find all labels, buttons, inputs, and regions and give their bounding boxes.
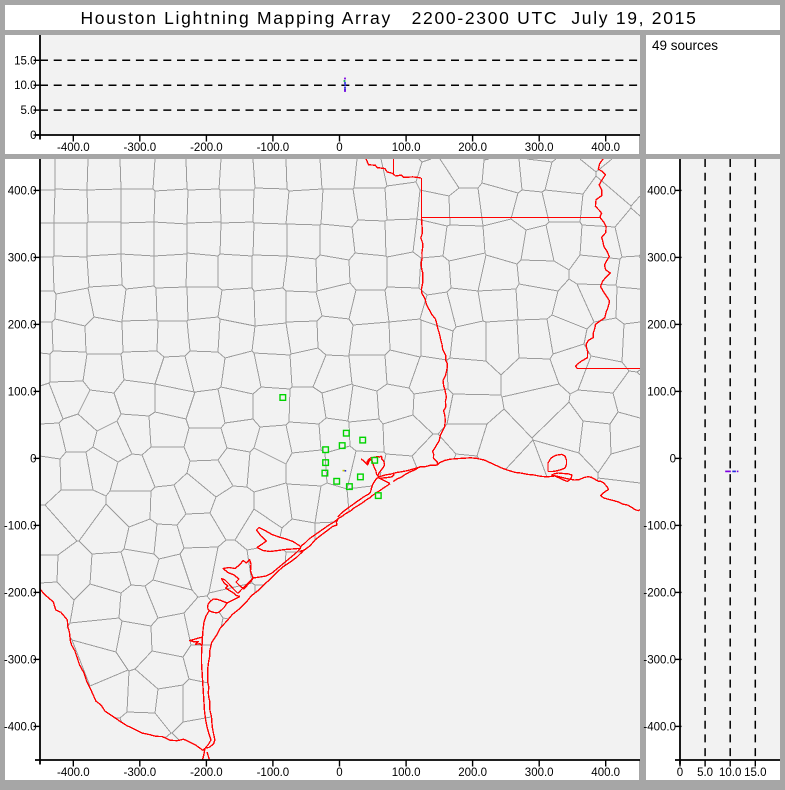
svg-text:15.0: 15.0 [744,767,766,779]
svg-text:-300.0: -300.0 [123,142,156,154]
svg-text:400.0: 400.0 [591,142,620,154]
svg-text:0: 0 [336,142,342,154]
svg-text:10.0: 10.0 [719,767,741,779]
svg-text:200.0: 200.0 [647,319,676,331]
svg-text:-200.0: -200.0 [4,587,37,599]
svg-text:10.0: 10.0 [14,80,36,92]
svg-text:0: 0 [677,767,683,779]
svg-text:0: 0 [30,130,36,142]
svg-text:-300.0: -300.0 [123,767,156,779]
svg-text:400.0: 400.0 [8,185,37,197]
svg-text:-100.0: -100.0 [257,767,290,779]
svg-text:0: 0 [336,767,342,779]
svg-text:-300.0: -300.0 [643,654,676,666]
svg-text:-200.0: -200.0 [190,767,223,779]
svg-text:0: 0 [670,453,676,465]
svg-text:-400.0: -400.0 [57,142,90,154]
svg-text:0: 0 [30,453,36,465]
svg-text:200.0: 200.0 [8,319,37,331]
svg-text:5.0: 5.0 [697,767,713,779]
svg-text:300.0: 300.0 [525,142,554,154]
svg-text:-400.0: -400.0 [57,767,90,779]
svg-text:200.0: 200.0 [458,767,487,779]
svg-text:100.0: 100.0 [647,386,676,398]
svg-text:100.0: 100.0 [8,386,37,398]
svg-text:200.0: 200.0 [458,142,487,154]
svg-text:400.0: 400.0 [647,185,676,197]
svg-text:-100.0: -100.0 [4,520,37,532]
svg-text:Houston Lightning Mapping Arra: Houston Lightning Mapping Array 2200-230… [80,8,697,28]
svg-text:-400.0: -400.0 [643,721,676,733]
svg-text:400.0: 400.0 [591,767,620,779]
svg-text:300.0: 300.0 [647,252,676,264]
svg-text:-200.0: -200.0 [643,587,676,599]
svg-text:-200.0: -200.0 [190,142,223,154]
svg-text:15.0: 15.0 [14,55,36,67]
svg-text:100.0: 100.0 [392,767,421,779]
svg-text:-300.0: -300.0 [4,654,37,666]
svg-text:-100.0: -100.0 [643,520,676,532]
svg-text:-400.0: -400.0 [4,721,37,733]
svg-text:300.0: 300.0 [525,767,554,779]
svg-text:100.0: 100.0 [392,142,421,154]
svg-text:300.0: 300.0 [8,252,37,264]
svg-text:49 sources: 49 sources [652,38,718,53]
svg-text:-100.0: -100.0 [257,142,290,154]
svg-text:5.0: 5.0 [21,105,37,117]
